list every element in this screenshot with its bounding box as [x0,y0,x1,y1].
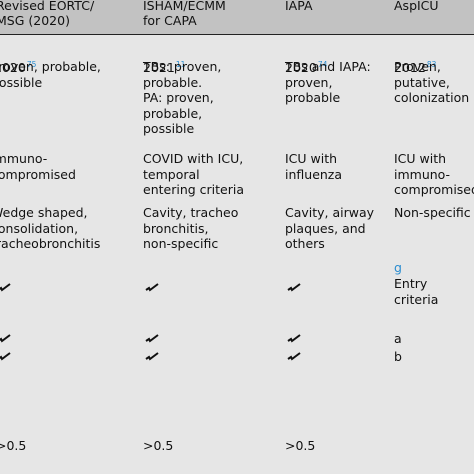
imaging-cell: Non-specific [394,205,471,220]
check-icon [0,283,11,292]
reference-link[interactable]: 74 [317,59,328,69]
col-header-isham-ecmm: ISHAM/ECMM for CAPA [143,0,226,28]
check-icon [0,334,11,343]
check-icon [145,352,159,361]
footnote-link[interactable]: g [394,260,402,275]
threshold-cell: >0.5 [143,438,174,453]
check-icon [145,283,159,292]
year-value: 2020 [0,59,26,75]
population-cell: COVID with ICU, temporal entering criter… [143,151,244,197]
year-value: 2021 [143,59,175,75]
population-cell: ICU with influenza [285,151,343,182]
check-icon [0,352,11,361]
year-value: 2012 [394,59,426,75]
reference-link[interactable]: 75 [26,59,37,69]
check-icon [287,334,301,343]
reference-link[interactable]: 83 [426,59,437,69]
aspicu-criterion-a: a [394,331,402,346]
year-cell: 201283 [394,41,436,75]
check-icon [287,352,301,361]
categories-cell: Proven, putative, colonization [394,59,470,105]
threshold-cell: >0.5 [285,438,316,453]
categories-cell: TBs: proven, probable. PA: proven, proba… [143,59,222,136]
threshold-cell: >0.5 [0,438,27,453]
imaging-cell: Cavity, tracheo bronchitis, non-specific [143,205,239,251]
header-rule [0,34,474,35]
table-header-band [0,0,474,34]
imaging-cell: Cavity, airway plaques, and others [285,205,375,251]
categories-cell: TBs and IAPA: proven, probable [285,59,371,105]
year-cell: 202075 [0,41,36,75]
reference-link[interactable]: 11 [175,59,186,69]
year-cell: 202111 [143,41,185,75]
population-cell: Immuno- compromised [0,151,76,182]
year-cell: 202074 [285,41,327,75]
col-header-iapa: IAPA [285,0,313,13]
imaging-cell: Wedge shaped, consolidation, tracheobron… [0,205,101,251]
entry-criteria-text: Entry criteria [394,276,439,307]
col-header-aspicu: AspICU [394,0,439,13]
aspicu-criterion-b: b [394,349,402,364]
categories-cell: Proven, probable, possible [0,59,101,90]
population-cell: ICU with immuno- compromised [394,151,474,197]
check-icon [145,334,159,343]
col-header-revised-eortc: Revised EORTC/ MSG (2020) [0,0,95,28]
check-icon [287,283,301,292]
year-value: 2020 [285,59,317,75]
